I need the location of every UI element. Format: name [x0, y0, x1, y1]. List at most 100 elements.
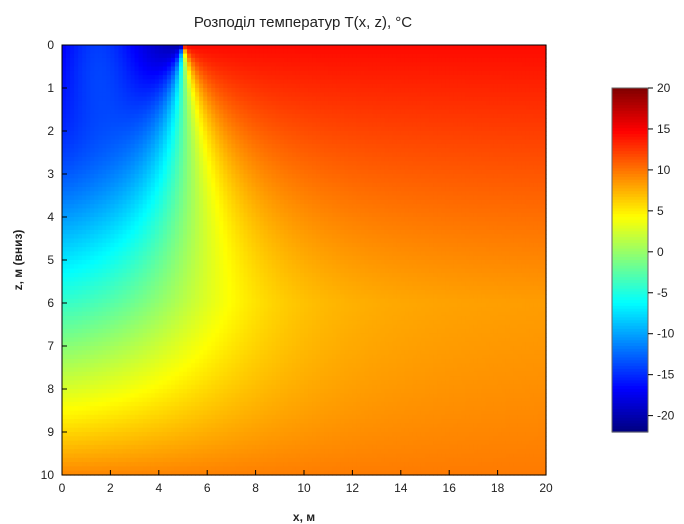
heatmap-cell — [66, 221, 71, 227]
heatmap-cell — [255, 53, 261, 59]
heatmap-cell — [336, 156, 341, 162]
heatmap-cell — [106, 221, 111, 227]
heatmap-cell — [78, 169, 83, 175]
heatmap-cell — [336, 57, 341, 63]
heatmap-cell — [485, 105, 491, 111]
heatmap-cell — [376, 83, 382, 89]
heatmap-cell — [380, 186, 386, 192]
heatmap-cell — [158, 178, 164, 184]
heatmap-cell — [259, 208, 265, 214]
heatmap-cell — [255, 165, 261, 171]
heatmap-cell — [199, 126, 204, 132]
heatmap-cell — [219, 204, 224, 209]
heatmap-cell — [231, 70, 237, 76]
heatmap-cell — [497, 92, 503, 98]
heatmap-cell — [134, 208, 140, 214]
heatmap-cell — [324, 191, 329, 197]
heatmap-cell — [469, 92, 474, 98]
heatmap-cell — [166, 148, 172, 154]
heatmap-cell — [259, 186, 265, 192]
heatmap-cell — [178, 126, 184, 132]
heatmap-cell — [316, 135, 321, 141]
heatmap-cell — [287, 66, 293, 72]
heatmap-cell — [255, 186, 261, 192]
heatmap-cell — [529, 45, 535, 50]
heatmap-cell — [525, 143, 531, 149]
heatmap-cell — [517, 45, 523, 50]
heatmap-cell — [271, 156, 277, 162]
heatmap-cell — [231, 49, 237, 55]
heatmap-cell — [203, 152, 208, 158]
heatmap-cell — [408, 217, 414, 222]
heatmap-cell — [130, 70, 136, 76]
heatmap-cell — [118, 139, 124, 145]
heatmap-cell — [162, 88, 168, 93]
heatmap-cell — [86, 100, 91, 106]
heatmap-cell — [404, 113, 410, 119]
heatmap-cell — [255, 75, 261, 80]
heatmap-cell — [74, 135, 79, 141]
heatmap-cell — [86, 88, 91, 93]
heatmap-cell — [239, 131, 245, 136]
heatmap-cell — [513, 45, 519, 50]
heatmap-cell — [348, 83, 353, 89]
heatmap-cell — [312, 182, 317, 188]
heatmap-cell — [328, 204, 333, 209]
heatmap-cell — [433, 148, 438, 154]
heatmap-cell — [146, 182, 152, 188]
heatmap-cell — [207, 212, 212, 218]
heatmap-cell — [473, 131, 479, 136]
heatmap-cell — [489, 195, 495, 201]
heatmap-cell — [279, 204, 285, 209]
heatmap-cell — [505, 122, 511, 128]
heatmap-cell — [308, 161, 313, 166]
heatmap-cell — [166, 221, 172, 227]
heatmap-cell — [312, 199, 317, 205]
heatmap-cell — [437, 135, 442, 141]
heatmap-cell — [74, 204, 79, 209]
heatmap-cell — [279, 83, 285, 89]
heatmap-cell — [332, 75, 337, 80]
heatmap-cell — [340, 161, 345, 166]
heatmap-cell — [501, 79, 507, 85]
heatmap-cell — [199, 143, 204, 149]
heatmap-cell — [449, 169, 454, 175]
heatmap-cell — [187, 143, 192, 149]
heatmap-cell — [158, 143, 164, 149]
heatmap-cell — [477, 113, 483, 119]
heatmap-cell — [513, 152, 519, 158]
heatmap-cell — [412, 109, 418, 115]
heatmap-cell — [400, 53, 406, 59]
heatmap-cell — [304, 165, 309, 171]
heatmap-cell — [223, 70, 228, 76]
heatmap-cell — [312, 45, 317, 50]
heatmap-cell — [70, 148, 75, 154]
heatmap-cell — [501, 92, 507, 98]
heatmap-cell — [219, 182, 224, 188]
heatmap-cell — [316, 83, 321, 89]
heatmap-cell — [62, 174, 67, 179]
heatmap-cell — [521, 212, 527, 218]
heatmap-cell — [461, 165, 466, 171]
heatmap-cell — [513, 100, 519, 106]
heatmap-cell — [481, 49, 487, 55]
heatmap-cell — [340, 92, 345, 98]
heatmap-cell — [477, 217, 483, 222]
heatmap-cell — [154, 131, 160, 136]
heatmap-cell — [146, 113, 152, 119]
heatmap-cell — [336, 79, 341, 85]
heatmap-cell — [312, 165, 317, 171]
heatmap-cell — [344, 152, 349, 158]
heatmap-cell — [114, 195, 120, 201]
heatmap-cell — [509, 79, 515, 85]
heatmap-cell — [316, 156, 321, 162]
heatmap-cell — [203, 143, 208, 149]
heatmap-cell — [259, 156, 265, 162]
heatmap-cell — [259, 174, 265, 179]
heatmap-cell — [90, 191, 95, 197]
heatmap-cell — [110, 62, 116, 68]
heatmap-cell — [445, 118, 450, 123]
heatmap-cell — [521, 178, 527, 184]
heatmap-cell — [485, 161, 491, 166]
heatmap-cell — [429, 191, 434, 197]
